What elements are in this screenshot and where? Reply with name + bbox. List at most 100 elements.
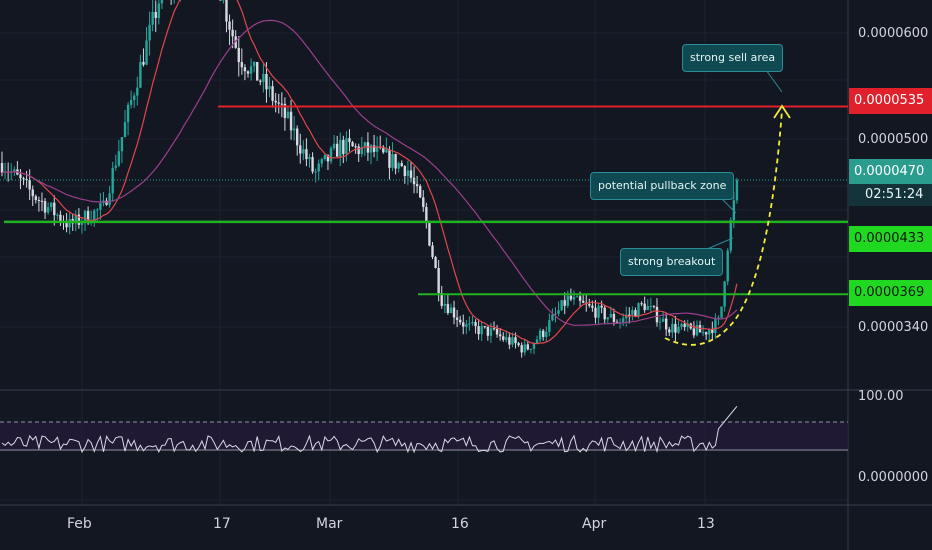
candle-body (542, 330, 545, 337)
candle-body (99, 203, 102, 210)
candle-body (554, 313, 557, 315)
candle-body (237, 47, 240, 63)
candle-body (449, 307, 453, 314)
candle-body (569, 295, 573, 300)
candle-body (658, 321, 662, 323)
candle-body (394, 154, 397, 169)
candle-body (581, 300, 585, 303)
candle-body (711, 329, 714, 333)
resistance-price-label: 0.0000535 (849, 88, 932, 114)
candle-body (434, 257, 437, 269)
breakout-callout: strong breakout (620, 248, 724, 276)
candle-body (105, 200, 108, 205)
candle-body (471, 322, 474, 324)
candle-body (458, 319, 462, 323)
candle-body (474, 322, 477, 327)
candle-body (557, 310, 560, 314)
candle-body (305, 149, 308, 160)
candle-body (274, 100, 277, 103)
candle-body (314, 171, 317, 173)
candle-body (234, 36, 237, 48)
candle-body (93, 210, 96, 222)
candle-body (246, 71, 250, 74)
candle-body (403, 166, 407, 177)
candle-body (77, 214, 81, 225)
candle-body (148, 24, 151, 41)
candle-body (495, 328, 499, 335)
candle-body (489, 328, 493, 336)
y-tick: 0.0000340 (858, 320, 929, 335)
candle-body (714, 319, 717, 333)
candle-body (228, 21, 231, 30)
candle-body (652, 305, 656, 307)
candle-body (28, 179, 31, 190)
candle-body (25, 178, 28, 180)
candle-body (129, 99, 133, 105)
rsi-tick: 100.00 (858, 389, 904, 404)
candle-body (375, 146, 379, 152)
candle-body (139, 61, 142, 88)
candle-body (735, 180, 739, 201)
candle-body (326, 154, 330, 162)
candle-body (360, 147, 363, 155)
candle-body (720, 306, 723, 318)
candle-body (83, 210, 87, 222)
candle-body (523, 344, 526, 353)
candle-body (145, 40, 148, 65)
candle-body (643, 303, 646, 311)
candle-body (548, 320, 551, 332)
candle-body (551, 314, 554, 321)
candle-body (615, 321, 619, 324)
candle-body (520, 345, 523, 353)
candle-body (492, 328, 496, 330)
candle-body (419, 186, 422, 198)
candle-body (249, 66, 253, 74)
ma-fast-line (1, 0, 738, 345)
candle-body (486, 326, 490, 336)
candle-body (412, 177, 416, 185)
projection-arrow (773, 104, 791, 119)
candle-body (240, 62, 244, 68)
candle-body (440, 293, 443, 306)
candle-body (529, 348, 533, 350)
candle-body (277, 102, 280, 104)
candle-body (154, 11, 157, 19)
candle-body (31, 189, 34, 197)
candle-body (108, 193, 111, 205)
rsi-line (1, 405, 738, 454)
candle-body (668, 329, 671, 333)
candle-body (68, 219, 71, 228)
candle-body (572, 296, 576, 300)
candle-body (695, 325, 699, 336)
candle-body (532, 342, 536, 349)
candle-body (406, 170, 410, 177)
candle-body (382, 147, 385, 153)
candle-body (74, 214, 77, 224)
candle-body (545, 331, 548, 337)
candle-body (265, 74, 268, 90)
candle-body (22, 178, 25, 180)
candle-body (465, 324, 468, 327)
callout-pointer (765, 69, 783, 93)
candle-body (609, 313, 613, 318)
candle-body (452, 307, 456, 318)
candle-body (329, 148, 333, 162)
candle-body (231, 29, 234, 37)
candle-body (19, 174, 22, 179)
y-tick: 0.0000600 (858, 26, 929, 41)
candle-body (357, 146, 360, 155)
current-price-label: 0.0000470 (849, 159, 932, 184)
candle-body (391, 154, 394, 168)
candle-body (468, 323, 471, 325)
candle-body (431, 245, 434, 258)
candle-body (271, 86, 274, 101)
candle-body (726, 250, 729, 282)
candle-body (677, 326, 680, 333)
candle-body (455, 317, 459, 320)
candle-body (65, 223, 68, 228)
candle-body (680, 323, 683, 327)
candle-body (222, 0, 225, 1)
candle-body (483, 326, 486, 328)
candle-body (323, 154, 327, 160)
